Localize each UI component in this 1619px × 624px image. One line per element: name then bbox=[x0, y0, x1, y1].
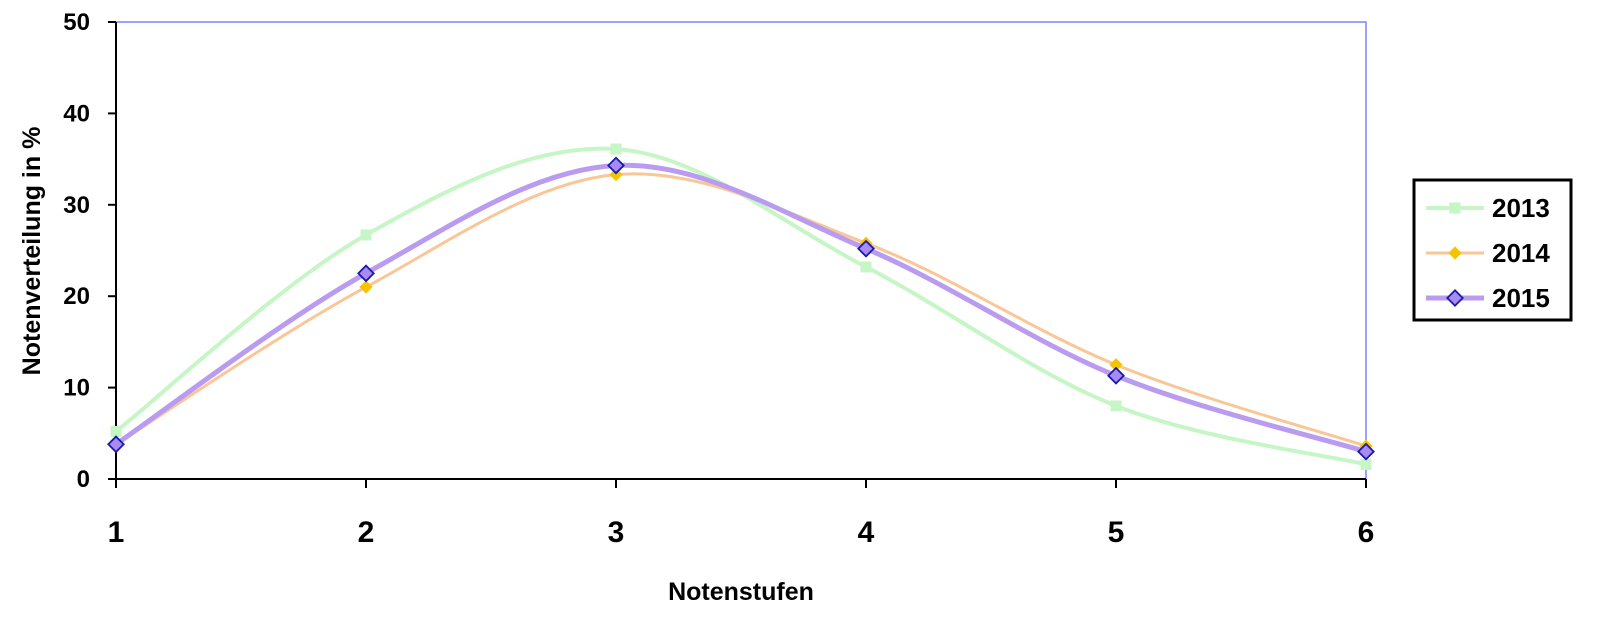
data-point-2015 bbox=[607, 156, 625, 175]
data-point-2013 bbox=[1360, 458, 1372, 470]
legend-item-2014: 2014 bbox=[1426, 238, 1550, 268]
x-tick-label: 6 bbox=[1358, 516, 1375, 549]
y-axis: 0 10 20 30 40 50 bbox=[63, 9, 117, 493]
plot-area-border bbox=[116, 21, 1367, 479]
y-tick-label: 40 bbox=[63, 100, 90, 127]
x-tick-label: 5 bbox=[1108, 516, 1125, 549]
y-tick-label: 30 bbox=[63, 192, 90, 219]
data-point-2013 bbox=[1110, 400, 1122, 412]
x-tick-label: 1 bbox=[108, 516, 125, 549]
data-point-2015 bbox=[1107, 366, 1125, 385]
legend-swatch-marker bbox=[1448, 246, 1462, 260]
legend-item-2015: 2015 bbox=[1426, 283, 1550, 313]
y-tick-label: 10 bbox=[63, 375, 90, 402]
data-point-2015 bbox=[1357, 442, 1375, 461]
data-point-2013 bbox=[610, 143, 622, 155]
data-point-2014 bbox=[609, 168, 623, 182]
y-tick-label: 50 bbox=[63, 9, 90, 36]
x-tick-label: 3 bbox=[608, 516, 625, 549]
y-tick-label: 0 bbox=[77, 466, 90, 493]
data-point-2014 bbox=[1109, 358, 1123, 372]
data-point-2013 bbox=[110, 425, 122, 437]
series-2015 bbox=[107, 156, 1375, 461]
series-line-2015 bbox=[114, 162, 1367, 454]
data-point-2015 bbox=[107, 435, 125, 454]
x-axis-title: Notenstufen bbox=[668, 578, 814, 606]
x-tick-label: 2 bbox=[358, 516, 375, 549]
data-point-2013 bbox=[360, 229, 372, 241]
series-layer bbox=[107, 143, 1375, 470]
data-point-2014 bbox=[359, 280, 373, 294]
y-axis-title: Notenverteilung in % bbox=[18, 127, 46, 376]
legend-swatch-marker bbox=[1446, 289, 1464, 307]
legend: 2013 2014 2015 bbox=[1412, 178, 1573, 322]
legend-label: 2014 bbox=[1492, 238, 1550, 268]
legend-swatch-marker bbox=[1449, 202, 1461, 214]
legend-label: 2013 bbox=[1492, 193, 1550, 223]
plot-border bbox=[116, 21, 1367, 479]
data-point-2015 bbox=[357, 264, 375, 283]
x-axis: 1 2 3 4 5 6 bbox=[108, 478, 1375, 549]
data-point-2013 bbox=[860, 261, 872, 273]
data-point-2015 bbox=[857, 239, 875, 258]
legend-label: 2015 bbox=[1492, 283, 1550, 313]
series-2014 bbox=[109, 168, 1373, 453]
x-tick-label: 4 bbox=[858, 516, 875, 549]
legend-item-2013: 2013 bbox=[1426, 193, 1550, 223]
y-tick-label: 20 bbox=[63, 283, 90, 310]
